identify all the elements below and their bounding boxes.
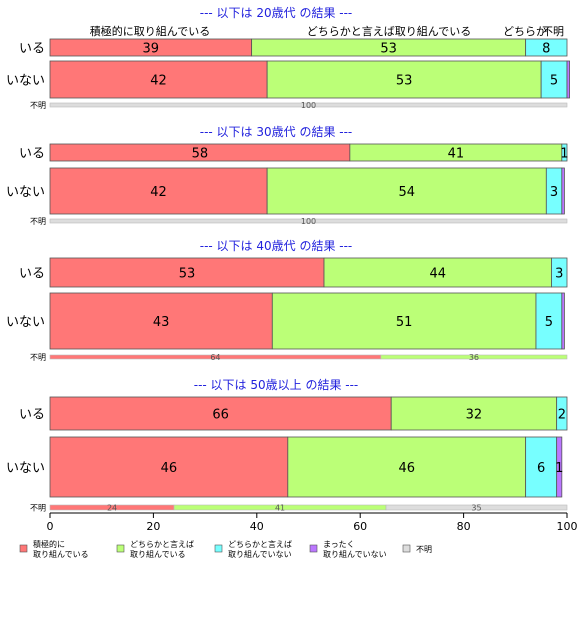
bar-segment [390, 396, 558, 431]
bar-segment [556, 436, 563, 498]
row-label: いない [6, 74, 45, 89]
group-title: --- 以下は 20歳代 の結果 --- [200, 6, 353, 20]
row-label: 不明 [30, 353, 46, 362]
bar-segment [551, 257, 568, 288]
bar-value-label: 100 [301, 217, 316, 226]
bar-value-label: 41 [448, 147, 465, 162]
bar-segment [540, 60, 568, 99]
legend-swatch [19, 544, 28, 553]
bar-value-label: 42 [150, 185, 167, 200]
row-label: いない [6, 461, 45, 476]
bar-value-label: 5 [545, 315, 553, 330]
bar-segment [561, 143, 568, 162]
x-tick-label: 0 [47, 520, 54, 533]
bar-value-label: 5 [550, 74, 558, 89]
bar-segment [566, 60, 570, 99]
legend-label: まったく [323, 540, 355, 549]
bar-value-label: 6 [537, 461, 545, 476]
bar-segment [385, 504, 568, 511]
bar-value-label: 3 [555, 267, 563, 282]
bar-segment [556, 396, 568, 431]
bar-value-label: 46 [398, 461, 415, 476]
bar-segment [266, 60, 542, 99]
x-tick-label: 40 [250, 520, 264, 533]
row-label: 不明 [30, 504, 46, 513]
bar-value-label: 46 [161, 461, 178, 476]
bar-segment [49, 102, 568, 108]
bar-value-label: 1 [560, 147, 568, 162]
bar-segment [49, 292, 273, 350]
legend-label: 不明 [416, 545, 432, 554]
bar-value-label: 44 [429, 267, 446, 282]
bar-value-label: 41 [275, 504, 285, 513]
row-label: いる [19, 42, 45, 57]
bar-value-label: 58 [192, 147, 209, 162]
bar-value-label: 1 [555, 461, 563, 476]
row-label: いない [6, 315, 45, 330]
group-title: --- 以下は 30歳代 の結果 --- [200, 125, 353, 139]
legend-label: 取り組んでいる [130, 549, 186, 559]
group-title: --- 以下は 40歳代 の結果 --- [200, 239, 353, 253]
bar-value-label: 3 [550, 185, 558, 200]
header-category-label: どちらかと言えば取り組んでいる [307, 25, 471, 38]
row-label: いる [19, 147, 45, 162]
bar-segment [525, 436, 558, 498]
bar-segment [49, 257, 325, 288]
legend-label: 取り組んでいる [33, 549, 89, 559]
x-tick-label: 100 [557, 520, 578, 533]
bar-segment [287, 436, 527, 498]
bar-value-label: 42 [150, 74, 167, 89]
bar-value-label: 51 [396, 315, 413, 330]
bar-value-label: 39 [143, 42, 160, 57]
bar-value-label: 43 [153, 315, 170, 330]
legend-label: どちらかと言えば [228, 539, 292, 549]
header-category-label: 積極的に取り組んでいる [90, 24, 210, 38]
header-category-label: どちらか [503, 25, 547, 38]
bar-segment [535, 292, 563, 350]
bar-segment [380, 354, 568, 360]
x-tick-label: 80 [457, 520, 471, 533]
header-category-label: 不明 [542, 25, 564, 38]
bar-segment [271, 292, 537, 350]
row-label: いる [19, 408, 45, 423]
bar-segment [49, 436, 289, 498]
bar-value-label: 36 [469, 353, 479, 362]
bar-value-label: 8 [542, 42, 550, 57]
bar-value-label: 53 [179, 267, 196, 282]
legend-label: 取り組んでいない [228, 549, 292, 559]
bar-value-label: 66 [212, 408, 229, 423]
bar-segment [266, 167, 547, 215]
bar-value-label: 100 [301, 101, 316, 110]
bar-segment [525, 38, 568, 57]
legend-label: どちらかと言えば [130, 539, 194, 549]
bar-segment [49, 167, 268, 215]
bar-value-label: 53 [380, 42, 397, 57]
legend-swatch [214, 544, 223, 553]
bar-segment [323, 257, 552, 288]
bar-value-label: 54 [398, 185, 415, 200]
bar-segment [49, 218, 568, 224]
group-title: --- 以下は 50歳以上 の結果 --- [194, 378, 359, 392]
legend-label: 取り組んでいない [323, 549, 387, 559]
bar-value-label: 2 [558, 408, 566, 423]
x-tick-label: 60 [353, 520, 367, 533]
bar-segment [561, 292, 565, 350]
legend-swatch [309, 544, 318, 553]
bar-value-label: 64 [210, 353, 220, 362]
legend-label: 積極的に [33, 539, 65, 549]
legend-swatch [402, 544, 411, 553]
row-label: 不明 [30, 217, 46, 226]
x-tick-label: 20 [146, 520, 160, 533]
bar-value-label: 32 [466, 408, 483, 423]
bar-segment [49, 396, 392, 431]
bar-value-label: 53 [396, 74, 413, 89]
bar-value-label: 35 [471, 504, 481, 513]
bar-segment [561, 167, 565, 215]
row-label: いる [19, 267, 45, 282]
bar-value-label: 24 [107, 504, 117, 513]
row-label: 不明 [30, 101, 46, 110]
legend-swatch [116, 544, 125, 553]
row-label: いない [6, 185, 45, 200]
